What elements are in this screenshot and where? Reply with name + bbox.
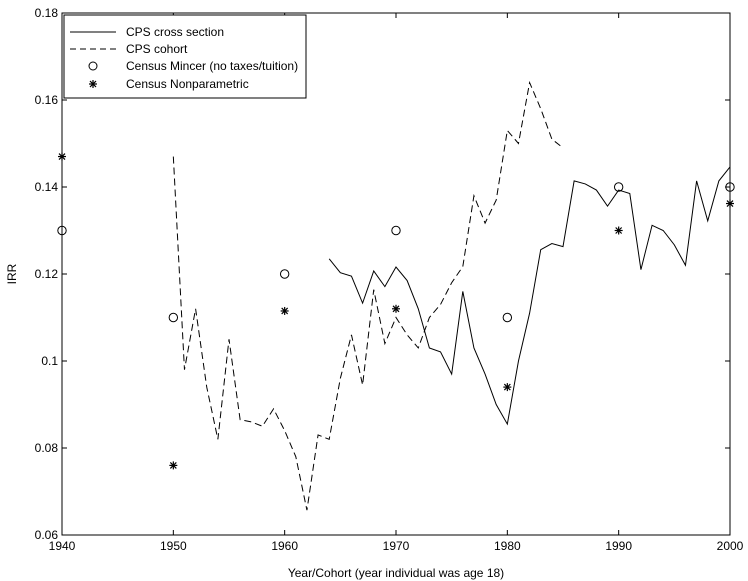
x-tick-label: 2000 xyxy=(717,539,744,553)
legend-swatch-census-mincer xyxy=(88,61,98,71)
point-census-nonparametric xyxy=(58,152,66,161)
y-axis-label: IRR xyxy=(5,263,19,284)
x-axis-label: Year/Cohort (year individual was age 18) xyxy=(288,566,504,580)
point-census-nonparametric xyxy=(614,226,623,235)
plot-background xyxy=(61,12,731,536)
x-tick-label: 1990 xyxy=(605,539,632,553)
y-tick-label: 0.08 xyxy=(35,441,59,455)
point-census-mincer-no-taxes-tuition xyxy=(279,269,290,279)
y-tick-label: 0.18 xyxy=(35,6,59,20)
y-tick-label: 0.06 xyxy=(35,528,59,542)
point-census-mincer-no-taxes-tuition xyxy=(502,312,513,323)
legend-label-census-mincer: Census Mincer (no taxes/tuition) xyxy=(126,59,298,73)
point-census-mincer-no-taxes-tuition xyxy=(168,312,179,323)
x-tick-label: 1980 xyxy=(494,539,521,553)
plot-area xyxy=(61,12,731,536)
axis-ticks: 1940 1950 1960 1970 1980 1990 2000 0.06 0.08 0.1 0… xyxy=(35,6,744,553)
x-tick-label: 1940 xyxy=(49,539,76,553)
point-census-nonparametric xyxy=(392,304,400,313)
point-census-mincer-no-taxes-tuition xyxy=(725,182,735,192)
x-tick-label: 1960 xyxy=(271,539,298,553)
series-lines xyxy=(172,80,731,511)
series-markers xyxy=(57,152,735,470)
legend-label-cps-cross-section: CPS cross section xyxy=(126,25,224,39)
series-line-cps-cohort xyxy=(172,80,564,511)
legend-label-cps-cohort: CPS cohort xyxy=(126,42,188,56)
y-tick-label: 0.12 xyxy=(35,267,59,281)
y-tick-label: 0.1 xyxy=(41,354,58,368)
legend: CPS cross section CPS cohort Census Minc… xyxy=(63,14,307,99)
legend-box xyxy=(63,14,307,99)
point-census-mincer-no-taxes-tuition xyxy=(613,182,624,192)
series-line-cps-cross-section xyxy=(328,166,731,426)
legend-swatch-census-nonparametric xyxy=(89,80,97,88)
point-census-nonparametric xyxy=(169,461,178,470)
y-tick-label: 0.16 xyxy=(35,93,59,107)
point-census-mincer-no-taxes-tuition xyxy=(57,225,67,236)
x-tick-label: 1950 xyxy=(160,539,187,553)
point-census-mincer-no-taxes-tuition xyxy=(391,225,401,236)
point-census-nonparametric xyxy=(726,199,734,208)
x-tick-label: 1970 xyxy=(383,539,410,553)
point-census-nonparametric xyxy=(280,306,289,315)
legend-label-census-nonparametric: Census Nonparametric xyxy=(126,77,249,91)
y-tick-label: 0.14 xyxy=(35,180,59,194)
point-census-nonparametric xyxy=(503,383,512,392)
